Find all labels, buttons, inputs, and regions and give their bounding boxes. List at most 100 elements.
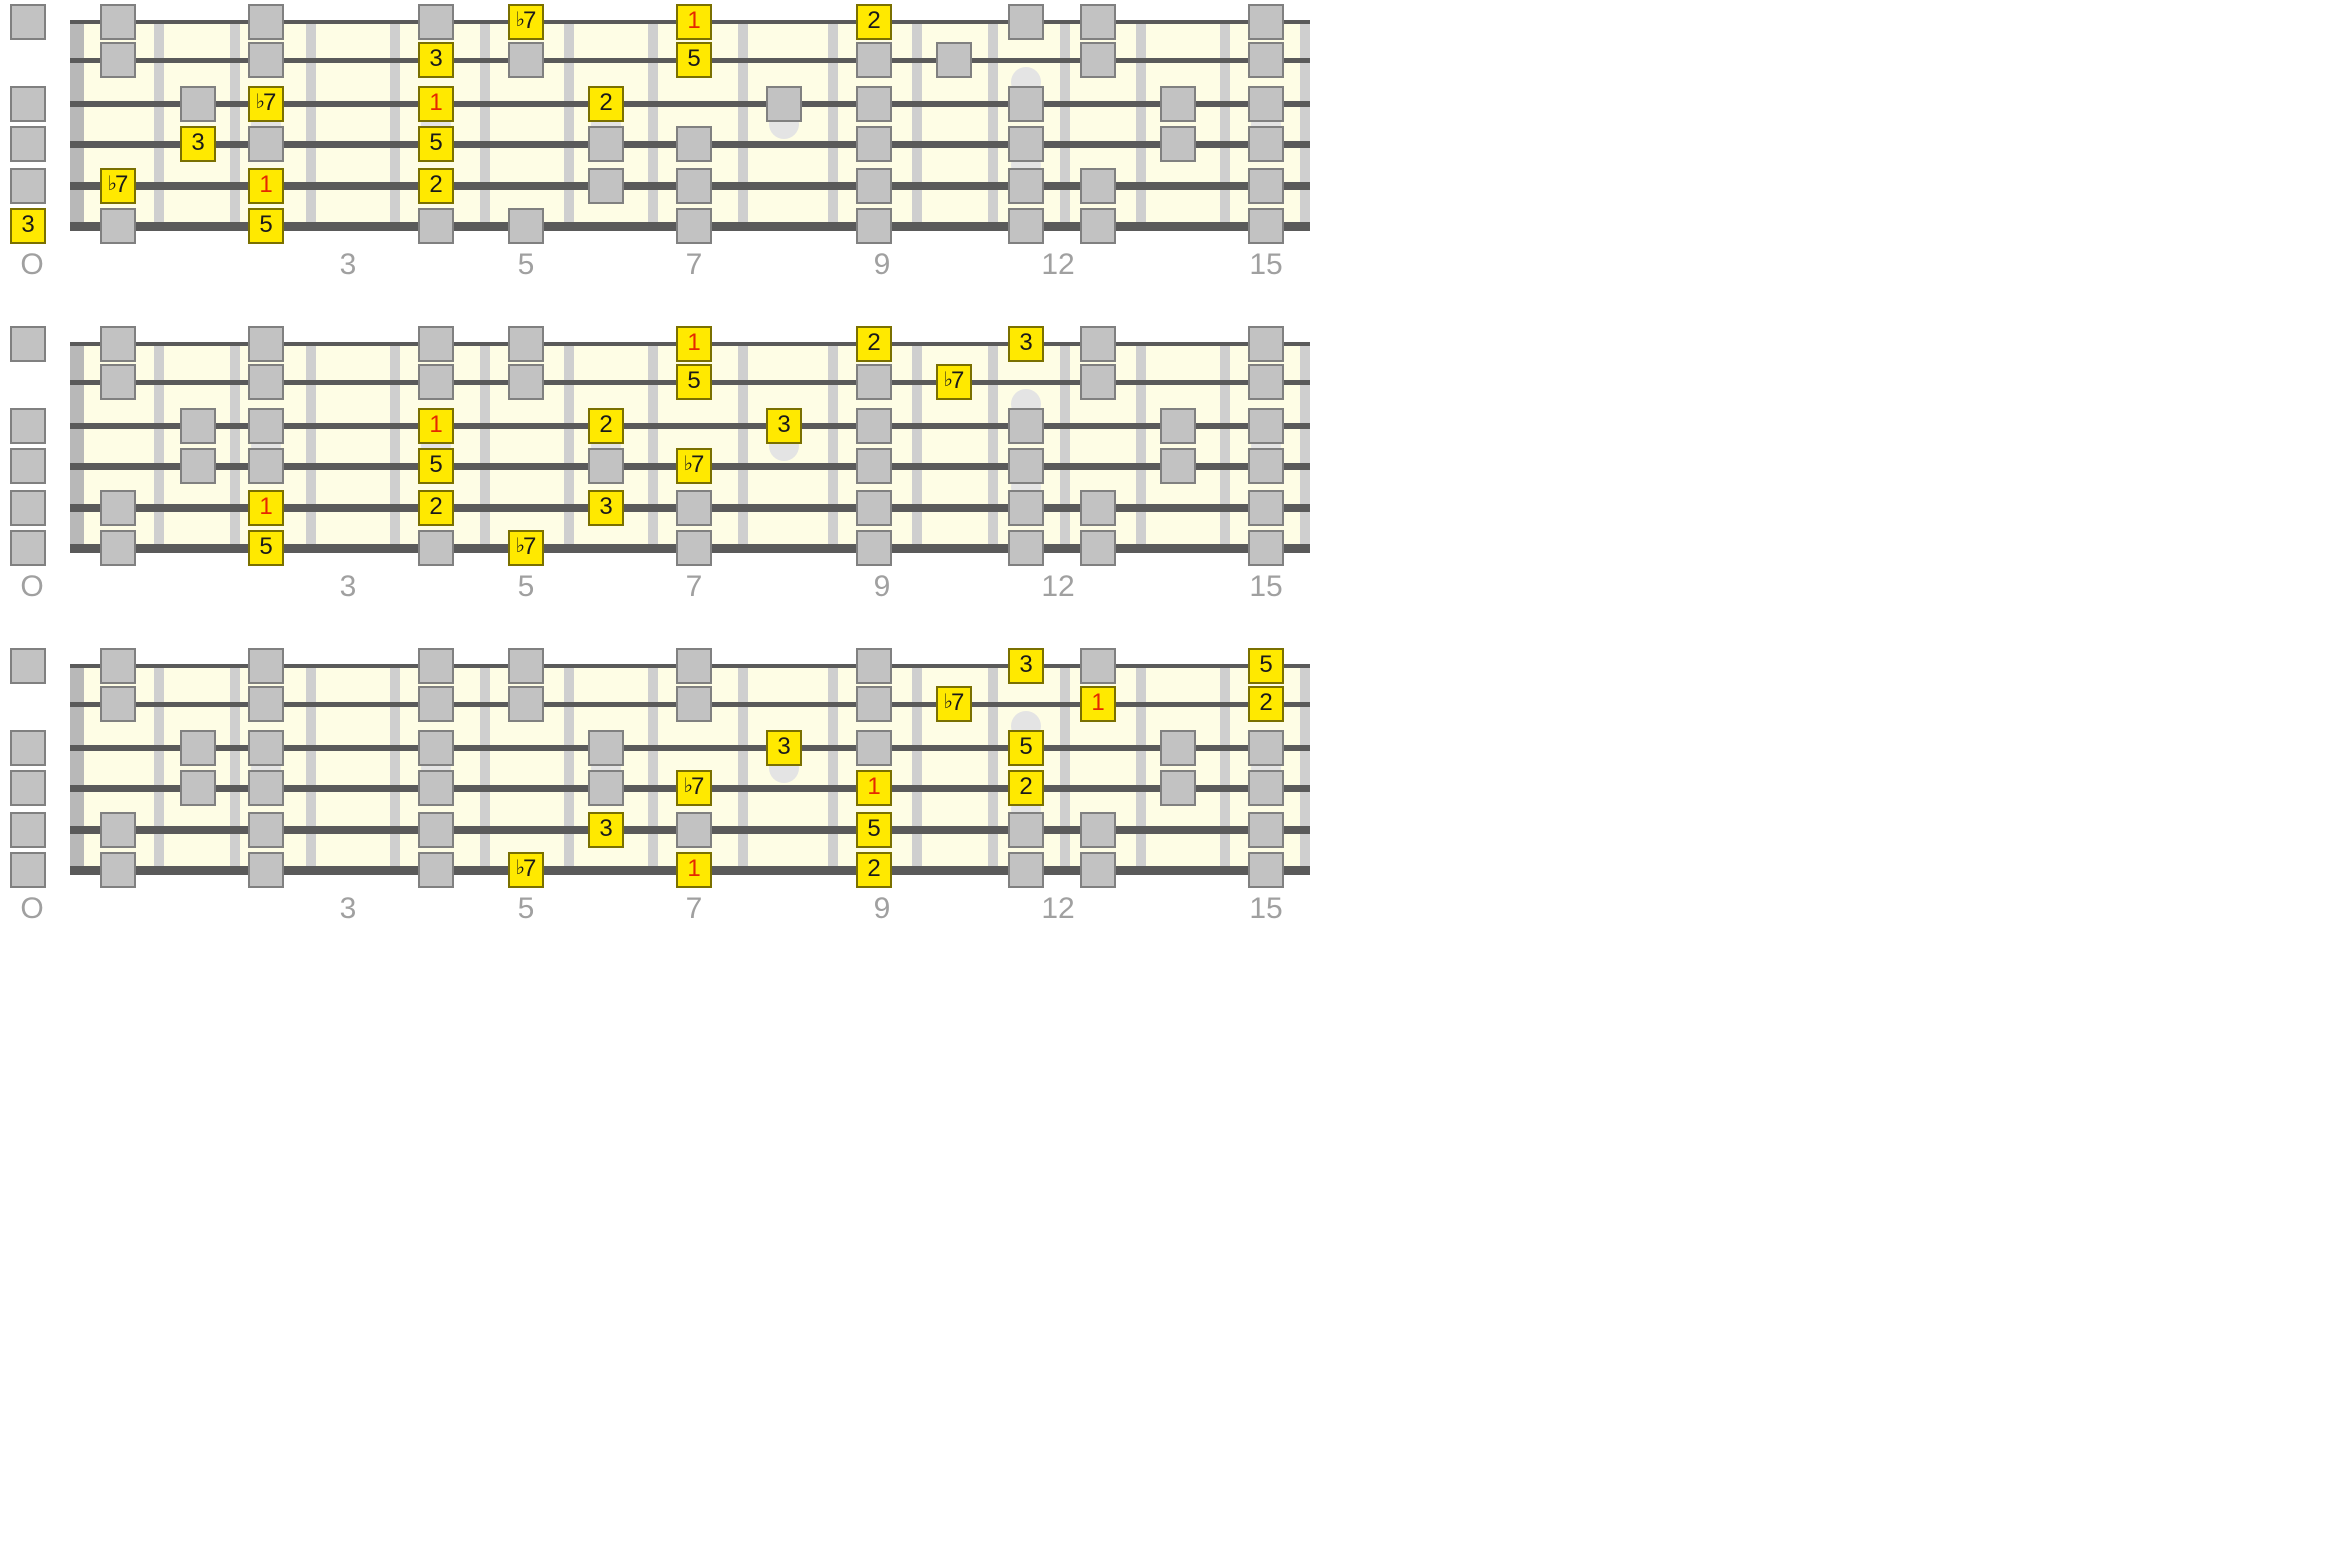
note-interval-label: 1 bbox=[429, 413, 442, 437]
note-marker bbox=[100, 42, 136, 78]
note-marker bbox=[1008, 408, 1044, 444]
scale-note-marker: 1 bbox=[676, 852, 712, 888]
note-marker bbox=[418, 326, 454, 362]
note-marker bbox=[248, 408, 284, 444]
fret-number: 7 bbox=[686, 570, 703, 604]
note-marker bbox=[676, 126, 712, 162]
note-marker bbox=[1080, 4, 1116, 40]
note-interval-label: 2 bbox=[429, 495, 442, 519]
fret-wire bbox=[988, 22, 998, 226]
note-marker bbox=[10, 852, 46, 888]
fret-wire bbox=[480, 22, 490, 226]
fret-number: 7 bbox=[686, 248, 703, 282]
fret-number: 9 bbox=[874, 570, 891, 604]
note-marker bbox=[418, 208, 454, 244]
note-marker bbox=[1008, 86, 1044, 122]
scale-note-marker: 3 bbox=[10, 208, 46, 244]
note-marker bbox=[856, 448, 892, 484]
scale-note-marker: 5 bbox=[1248, 648, 1284, 684]
fret-wire bbox=[1136, 666, 1146, 870]
fret-number: O bbox=[20, 892, 43, 926]
note-interval-label: ♭7 bbox=[944, 691, 965, 715]
nut bbox=[70, 22, 84, 226]
scale-note-marker: ♭7 bbox=[248, 86, 284, 122]
scale-note-marker: 3 bbox=[588, 490, 624, 526]
note-marker bbox=[10, 490, 46, 526]
note-interval-label: ♭7 bbox=[944, 369, 965, 393]
note-marker bbox=[856, 648, 892, 684]
note-marker bbox=[418, 686, 454, 722]
fretboard: ♭71235♭71235♭71235O35791215 bbox=[10, 10, 2316, 288]
note-marker bbox=[1080, 852, 1116, 888]
note-interval-label: 1 bbox=[259, 173, 272, 197]
note-marker bbox=[508, 364, 544, 400]
note-marker bbox=[676, 686, 712, 722]
note-marker bbox=[10, 168, 46, 204]
fret-number: O bbox=[20, 248, 43, 282]
fret-number: 12 bbox=[1041, 892, 1074, 926]
note-interval-label: 5 bbox=[429, 453, 442, 477]
note-marker bbox=[676, 530, 712, 566]
fret-number-row: O35791215 bbox=[10, 892, 1310, 932]
note-marker bbox=[588, 770, 624, 806]
note-marker bbox=[248, 4, 284, 40]
note-interval-label: 5 bbox=[687, 47, 700, 71]
note-marker bbox=[1008, 4, 1044, 40]
scale-note-marker: 1 bbox=[418, 408, 454, 444]
note-marker bbox=[508, 326, 544, 362]
fret-wire bbox=[1220, 344, 1230, 548]
note-marker bbox=[100, 686, 136, 722]
fret-wire bbox=[306, 22, 316, 226]
fret-number: 15 bbox=[1249, 248, 1282, 282]
note-marker bbox=[1008, 168, 1044, 204]
note-marker bbox=[248, 730, 284, 766]
fret-number: 9 bbox=[874, 892, 891, 926]
fret-wire bbox=[828, 22, 838, 226]
scale-note-marker: 1 bbox=[676, 326, 712, 362]
note-marker bbox=[10, 408, 46, 444]
note-interval-label: 3 bbox=[599, 817, 612, 841]
fret-number-row: O35791215 bbox=[10, 248, 1310, 288]
scale-note-marker: 2 bbox=[856, 4, 892, 40]
note-interval-label: 5 bbox=[259, 213, 272, 237]
fret-wire bbox=[1136, 344, 1146, 548]
note-interval-label: 1 bbox=[1091, 691, 1104, 715]
note-interval-label: ♭7 bbox=[516, 9, 537, 33]
note-marker bbox=[418, 530, 454, 566]
note-marker bbox=[766, 86, 802, 122]
scale-note-marker: 5 bbox=[1008, 730, 1044, 766]
scale-note-marker: ♭7 bbox=[508, 530, 544, 566]
note-marker bbox=[856, 530, 892, 566]
note-marker bbox=[418, 730, 454, 766]
note-interval-label: 3 bbox=[1019, 653, 1032, 677]
note-marker bbox=[1080, 42, 1116, 78]
note-interval-label: ♭7 bbox=[256, 91, 277, 115]
scale-note-marker: 2 bbox=[1008, 770, 1044, 806]
note-marker bbox=[10, 648, 46, 684]
note-marker bbox=[1160, 770, 1196, 806]
fret-wire bbox=[912, 344, 922, 548]
scale-note-marker: 5 bbox=[248, 208, 284, 244]
note-marker bbox=[856, 730, 892, 766]
note-marker bbox=[936, 42, 972, 78]
fret-number: 5 bbox=[518, 248, 535, 282]
fret-number: O bbox=[20, 570, 43, 604]
note-interval-label: 2 bbox=[867, 9, 880, 33]
note-marker bbox=[856, 126, 892, 162]
fret-wire bbox=[738, 344, 748, 548]
fret-wire bbox=[1220, 22, 1230, 226]
note-interval-label: 2 bbox=[867, 857, 880, 881]
scale-note-marker: 2 bbox=[418, 168, 454, 204]
note-marker bbox=[100, 812, 136, 848]
fret-number: 3 bbox=[340, 892, 357, 926]
note-marker bbox=[418, 770, 454, 806]
note-marker bbox=[418, 364, 454, 400]
fret-wire bbox=[988, 344, 998, 548]
note-interval-label: 3 bbox=[599, 495, 612, 519]
note-interval-label: 2 bbox=[599, 413, 612, 437]
note-marker bbox=[1160, 448, 1196, 484]
fret-wire bbox=[648, 344, 658, 548]
note-marker bbox=[1248, 770, 1284, 806]
note-marker bbox=[1080, 326, 1116, 362]
scale-note-marker: 3 bbox=[766, 730, 802, 766]
